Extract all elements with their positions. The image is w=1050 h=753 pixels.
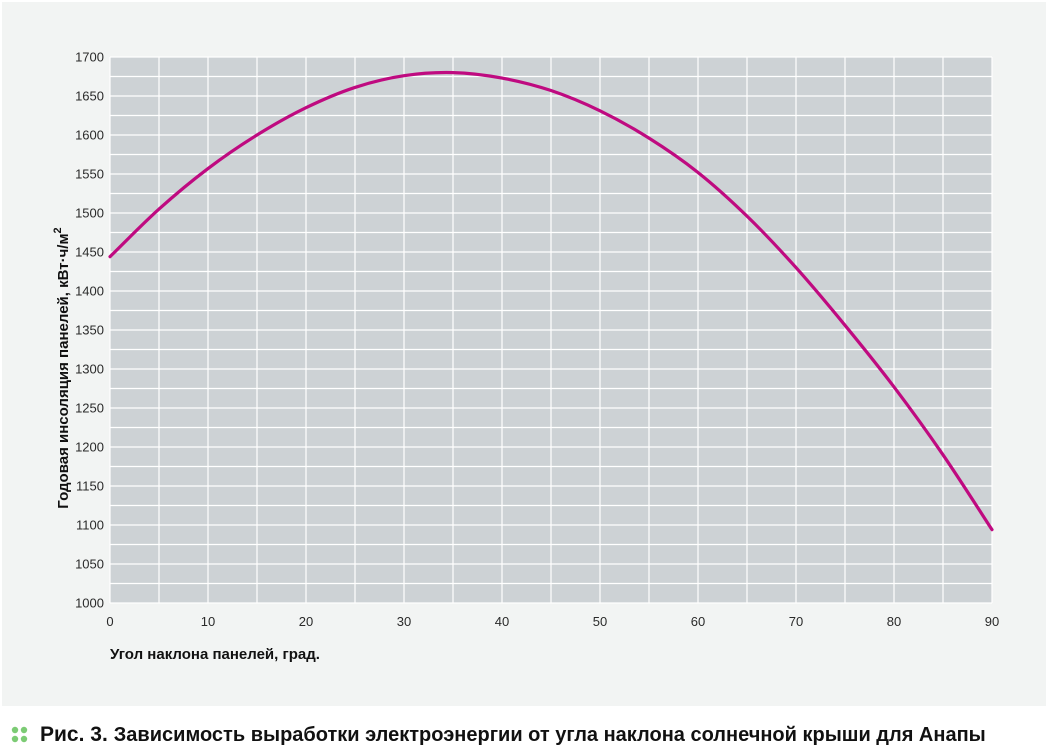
y-tick-label: 1150 — [76, 479, 104, 494]
x-tick-label: 10 — [201, 614, 215, 629]
y-tick-label: 1200 — [75, 440, 104, 455]
caption-text: Зависимость выработки электроэнергии от … — [113, 723, 986, 746]
x-tick-label: 50 — [593, 614, 607, 629]
y-tick-label: 1400 — [75, 284, 104, 299]
dots-icon — [11, 726, 28, 743]
y-tick-label: 1550 — [75, 167, 104, 182]
x-tick-label: 70 — [789, 614, 803, 629]
x-tick-label: 60 — [691, 614, 705, 629]
y-tick-label: 1450 — [75, 245, 104, 260]
y-tick-label: 1100 — [76, 518, 104, 533]
y-tick-label: 1050 — [75, 557, 104, 572]
caption-label: Рис. 3. — [40, 723, 108, 746]
x-tick-label: 30 — [397, 614, 411, 629]
figure-caption: Рис. 3. Зависимость выработки электроэне… — [10, 720, 986, 750]
grid-lines — [109, 56, 993, 604]
x-axis-title: Угол наклона панелей, град. — [110, 646, 320, 663]
y-tick-label: 1600 — [75, 128, 104, 143]
y-tick-label: 1500 — [75, 206, 104, 221]
y-axis-title: Годовая инсоляция панелей, кВт·ч/м2 — [52, 227, 72, 508]
x-tick-label: 40 — [495, 614, 509, 629]
y-tick-label: 1350 — [75, 323, 104, 338]
y-tick-label: 1300 — [75, 362, 104, 377]
x-tick-label: 20 — [299, 614, 313, 629]
y-tick-label: 1250 — [75, 401, 104, 416]
x-tick-label: 0 — [106, 614, 113, 629]
chart-panel: 0 10 20 30 40 50 60 70 80 90 1000 1050 1100 1150 1200 1… — [2, 2, 1046, 706]
x-tick-label: 90 — [985, 614, 999, 629]
y-axis-title-superscript: 2 — [52, 227, 64, 233]
chart: 0 10 20 30 40 50 60 70 80 90 1000 1050 1100 1150 1200 1… — [52, 50, 999, 664]
y-tick-label: 1650 — [75, 89, 104, 104]
y-tick-label: 1700 — [75, 50, 104, 65]
y-tick-label: 1000 — [75, 596, 104, 611]
x-tick-label: 80 — [887, 614, 901, 629]
series-line — [108, 70, 994, 532]
